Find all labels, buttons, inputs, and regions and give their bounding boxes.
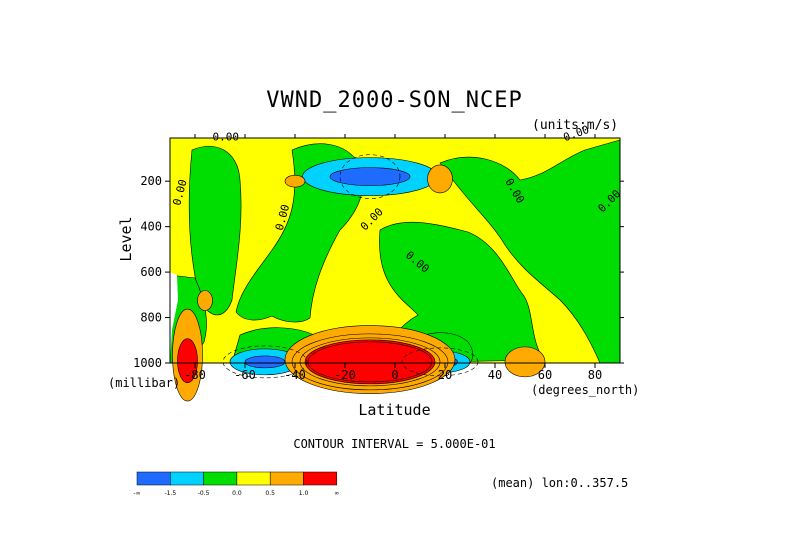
colorbar-label: -1.5 (164, 490, 176, 497)
y-tick-label: 400 (140, 220, 162, 234)
negative-region-3 (375, 221, 545, 364)
antarctic-slope-positive (197, 290, 213, 311)
colorbar-label: -0.5 (198, 490, 210, 497)
y-tick-label: 600 (140, 265, 162, 279)
y-tick-label: 800 (140, 311, 162, 325)
northern-surface-positive (504, 346, 546, 378)
south-surface-core (244, 355, 286, 369)
colorbar-swatch-0 (136, 471, 171, 486)
upper-jet-core (329, 167, 411, 186)
solid-contour-3 (307, 341, 433, 383)
x-axis-unit: (degrees_north) (531, 383, 640, 397)
x-tick-label: -80 (184, 368, 206, 382)
colorbar-swatch-5 (303, 471, 338, 486)
terrain-mask (170, 272, 178, 363)
colorbar-swatch-4 (269, 471, 304, 486)
x-tick-label: -60 (234, 368, 256, 382)
negative-region-1 (188, 145, 242, 316)
x-tick-label: -20 (334, 368, 356, 382)
mean-longitude-text: (mean) lon:0..357.5 (491, 476, 629, 490)
solid-contour-1 (291, 333, 449, 391)
y-tick-label: 1000 (133, 356, 162, 370)
antarctic-core (177, 338, 198, 384)
x-tick-label: -40 (284, 368, 306, 382)
x-tick-label: 40 (488, 368, 502, 382)
chart-title: VWND_2000-SON_NCEP (266, 88, 523, 113)
y-axis-label: Level (117, 216, 135, 262)
colorbar-swatch-1 (170, 471, 204, 486)
surface-jet-core (304, 339, 436, 385)
northern-upper-positive (427, 164, 453, 194)
colorbar-label: 1.0 (299, 490, 309, 497)
solid-contour-2 (299, 337, 441, 387)
contour-interval-text: CONTOUR INTERVAL = 5.000E-01 (293, 437, 496, 451)
y-tick-label: 200 (140, 174, 162, 188)
colorbar-label: -∞ (133, 490, 140, 497)
colorbar-label: 0.5 (265, 490, 275, 497)
x-tick-label: 0 (391, 368, 398, 382)
colorbar-label: ∞ (334, 490, 339, 497)
x-axis-label: Latitude (358, 401, 431, 419)
units-label: (units:m/s) (532, 118, 619, 133)
dashed-contour-2 (222, 345, 308, 379)
southern-upper-positive (284, 174, 306, 188)
colorbar-swatch-3 (236, 471, 271, 486)
dashed-contour-1 (339, 154, 401, 199)
colorbar-swatch-2 (203, 471, 238, 486)
y-axis-unit: (millibar) (108, 376, 181, 390)
x-tick-label: 20 (438, 368, 452, 382)
contour-label: 0.00 (213, 130, 240, 143)
x-tick-label: 80 (588, 368, 602, 382)
dashed-contour-3 (401, 347, 479, 377)
x-tick-label: 60 (538, 368, 552, 382)
colorbar-label: 0.0 (232, 490, 242, 497)
